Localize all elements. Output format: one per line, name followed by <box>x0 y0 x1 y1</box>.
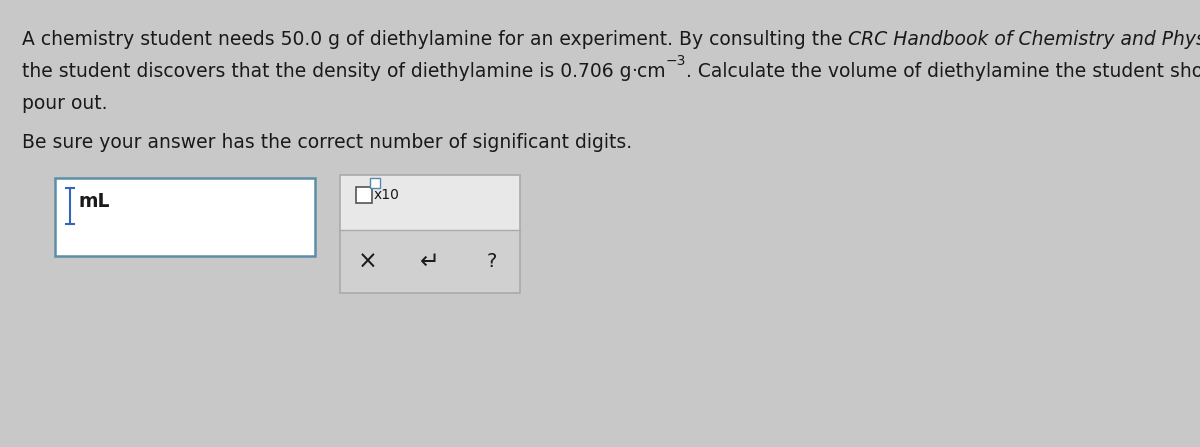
Text: ↵: ↵ <box>420 249 440 274</box>
Text: . Calculate the volume of diethylamine the student should: . Calculate the volume of diethylamine t… <box>686 62 1200 81</box>
Text: cm: cm <box>637 62 666 81</box>
Text: the student discovers that the density of diethylamine is 0.706 g: the student discovers that the density o… <box>22 62 631 81</box>
FancyBboxPatch shape <box>340 230 520 293</box>
Text: pour out.: pour out. <box>22 94 108 113</box>
Text: x10: x10 <box>374 188 400 202</box>
Text: A chemistry student needs 50.0 g of diethylamine for an experiment. By consultin: A chemistry student needs 50.0 g of diet… <box>22 30 848 49</box>
Text: ·: · <box>631 62 637 81</box>
Text: ?: ? <box>487 252 497 271</box>
Text: −3: −3 <box>666 54 686 68</box>
FancyBboxPatch shape <box>55 178 314 256</box>
Text: mL: mL <box>79 192 110 211</box>
FancyBboxPatch shape <box>356 187 372 203</box>
Text: ×: × <box>358 249 378 274</box>
Text: Be sure your answer has the correct number of significant digits.: Be sure your answer has the correct numb… <box>22 133 632 152</box>
FancyBboxPatch shape <box>340 175 520 230</box>
Text: CRC Handbook of Chemistry and Physics,: CRC Handbook of Chemistry and Physics, <box>848 30 1200 49</box>
FancyBboxPatch shape <box>370 178 380 188</box>
